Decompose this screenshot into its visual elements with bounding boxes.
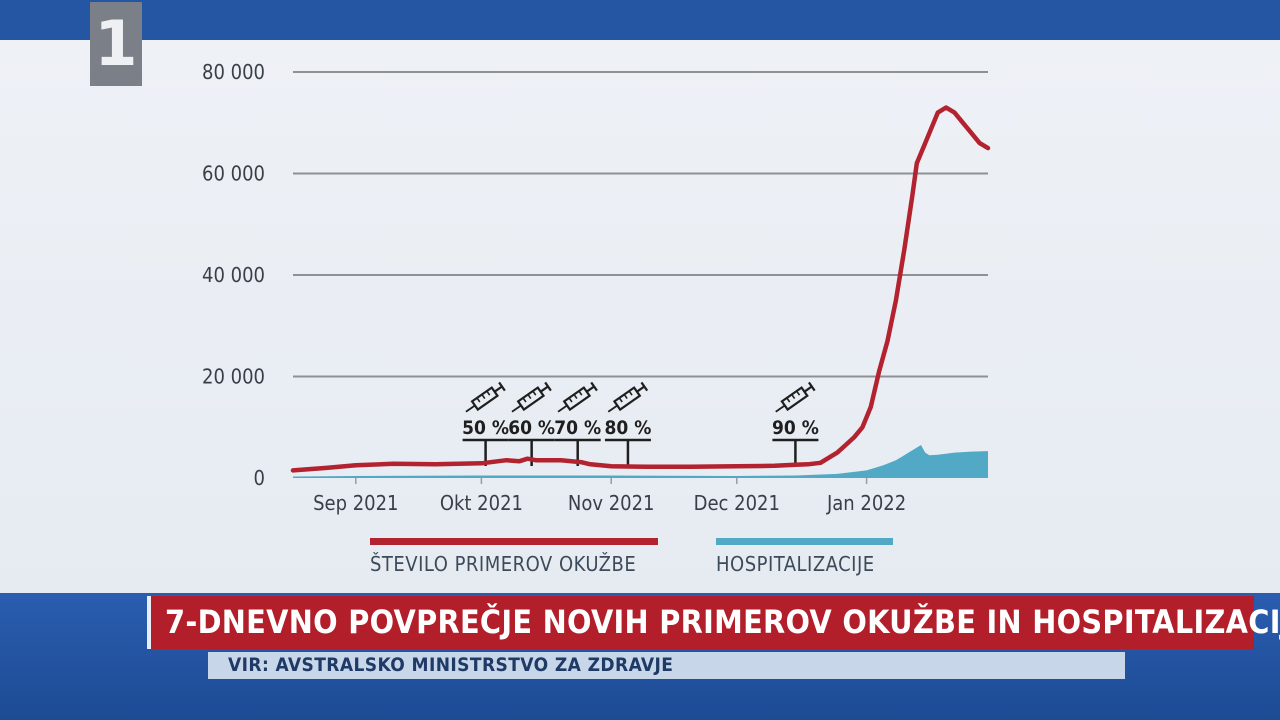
syringe-icon: [511, 381, 552, 413]
y-tick-label: 60 000: [202, 162, 265, 186]
x-tick-label: Nov 2021: [568, 491, 655, 515]
channel-logo: 1: [90, 2, 142, 86]
vaccination-marker: 60 %: [508, 381, 555, 466]
legend-label: HOSPITALIZACIJE: [716, 552, 875, 576]
headline-bar: 7-DNEVNO POVPREČJE NOVIH PRIMEROV OKUŽBE…: [147, 596, 1280, 649]
annotation-label: 90 %: [772, 417, 819, 439]
legend-swatch: [370, 538, 658, 545]
y-tick-label: 20 000: [202, 365, 265, 389]
x-tick-label: Dec 2021: [694, 491, 780, 515]
background-top-band: [0, 0, 1280, 40]
vaccination-marker: 70 %: [554, 381, 601, 466]
annotation-label: 80 %: [605, 417, 652, 439]
vaccination-marker: 50 %: [462, 381, 509, 466]
x-tick-label: Jan 2022: [826, 491, 906, 515]
syringe-icon: [557, 381, 598, 413]
legend-swatch: [716, 538, 893, 545]
syringe-icon: [607, 381, 649, 413]
vaccination-marker: 80 %: [605, 381, 652, 466]
vaccination-annotations: 50 % 60 % 70 % 80 % 90 %: [462, 381, 819, 466]
vaccination-marker: 90 %: [772, 381, 819, 466]
annotation-label: 70 %: [554, 417, 601, 439]
x-tick-label: Okt 2021: [440, 491, 523, 515]
y-tick-label: 40 000: [202, 263, 265, 287]
headline-text: 7-DNEVNO POVPREČJE NOVIH PRIMEROV OKUŽBE…: [165, 603, 1280, 641]
logo-number: 1: [94, 7, 138, 80]
cases-line-layer: [290, 105, 991, 473]
x-tick-label: Sep 2021: [313, 491, 398, 515]
syringe-icon: [775, 381, 816, 413]
y-axis-ticks: 0 20 000 40 000 60 000 80 000: [202, 60, 265, 490]
hospitalization-area-layer: [293, 445, 988, 478]
annotation-label: 60 %: [508, 417, 555, 439]
chart-panel: [0, 40, 1280, 593]
syringe-icon: [465, 381, 506, 413]
y-tick-label: 0: [254, 466, 265, 490]
chart: 0 20 000 40 000 60 000 80 000 50 % 60 % 70 % 80…: [202, 60, 991, 576]
grid-lines: [293, 71, 988, 378]
y-tick-label: 80 000: [202, 60, 265, 84]
legend: ŠTEVILO PRIMEROV OKUŽBE HOSPITALIZACIJE: [370, 538, 893, 576]
logo-box: [90, 2, 142, 86]
hospitalization-area: [293, 445, 988, 478]
source-text: VIR: AVSTRALSKO MINISTRSTVO ZA ZDRAVJE: [228, 654, 674, 676]
cases-line: [290, 105, 991, 473]
source-bar: VIR: AVSTRALSKO MINISTRSTVO ZA ZDRAVJE: [208, 652, 1125, 679]
annotation-label: 50 %: [462, 417, 509, 439]
legend-label: ŠTEVILO PRIMEROV OKUŽBE: [370, 552, 636, 576]
x-axis-ticks: Sep 2021 Okt 2021 Nov 2021 Dec 2021 Jan 2022: [313, 478, 906, 515]
